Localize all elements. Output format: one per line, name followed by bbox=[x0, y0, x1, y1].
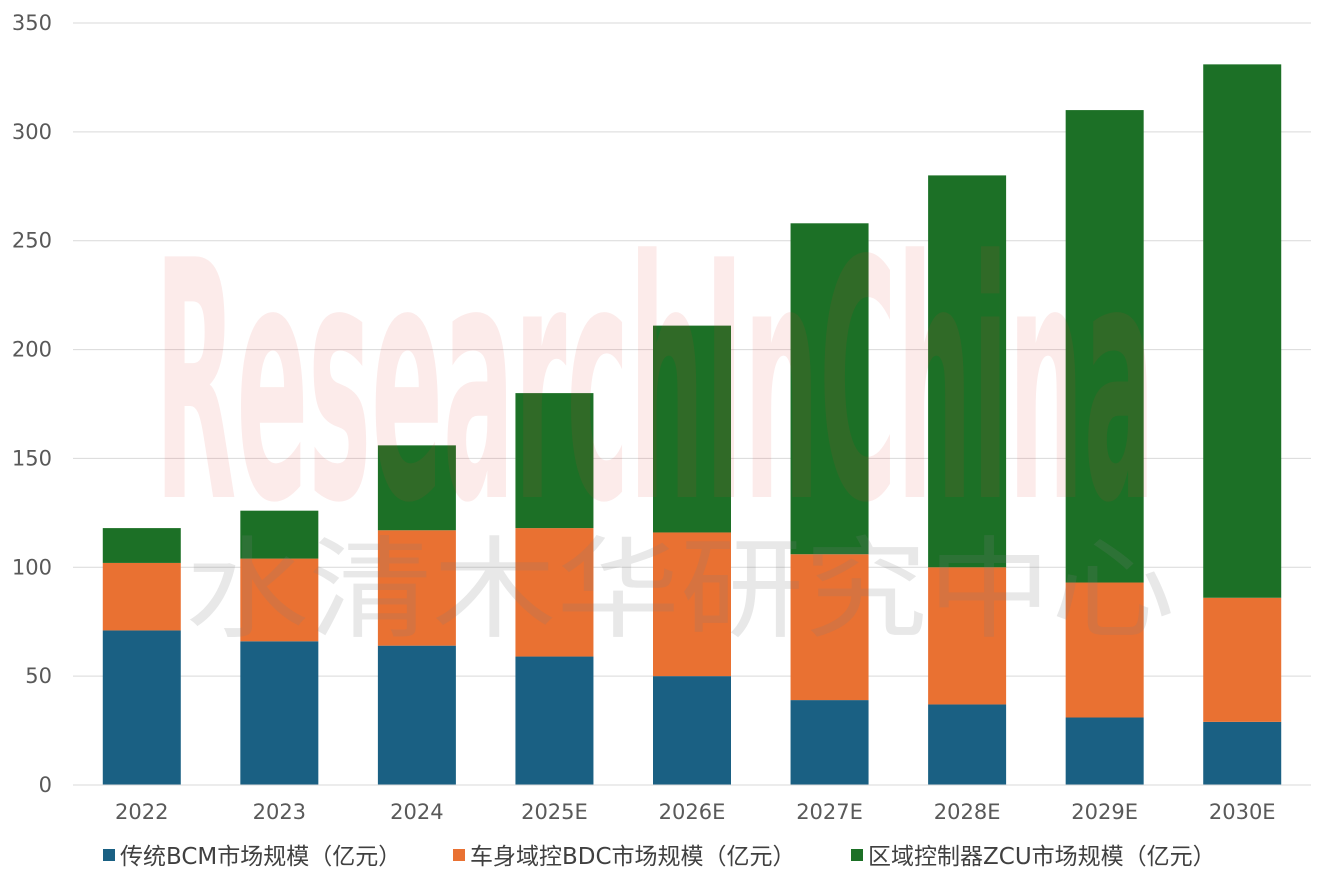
bar-segment-s0-c8 bbox=[1203, 721, 1282, 785]
bar-segment-s2-c1 bbox=[240, 510, 319, 559]
bar-segment-s1-c3 bbox=[515, 528, 594, 657]
bar-segment-s2-c3 bbox=[515, 393, 594, 529]
bar-segment-s1-c5 bbox=[790, 554, 869, 701]
watermark: ResearchInChina 水清木华研究中心 bbox=[155, 191, 1175, 654]
bar-segment-s1-c6 bbox=[928, 567, 1007, 705]
bars bbox=[102, 64, 1282, 785]
y-tick-label: 350 bbox=[12, 11, 52, 35]
x-tick-label: 2026E bbox=[659, 800, 726, 824]
watermark-latin: ResearchInChina bbox=[155, 191, 1155, 575]
x-tick-label: 2028E bbox=[934, 800, 1001, 824]
legend-label: 车身域控BDC市场规模（亿元） bbox=[470, 844, 796, 870]
bar-segment-s0-c7 bbox=[1065, 717, 1144, 785]
x-tick-label: 2030E bbox=[1209, 800, 1276, 824]
y-axis-tick-labels: 0 50 100 150 200 250 300 350 bbox=[12, 11, 52, 797]
x-tick-label: 2025E bbox=[521, 800, 588, 824]
bar-segment-s1-c1 bbox=[240, 558, 319, 642]
bar-segment-s2-c7 bbox=[1065, 110, 1144, 583]
y-tick-label: 50 bbox=[25, 664, 52, 688]
bar-segment-s1-c7 bbox=[1065, 582, 1144, 718]
bar-segment-s2-c5 bbox=[790, 223, 869, 555]
bar-segment-s0-c4 bbox=[653, 676, 731, 785]
legend-swatch bbox=[453, 849, 465, 861]
legend: 传统BCM市场规模（亿元） 车身域控BDC市场规模（亿元） 区域控制器ZCU市场规模… bbox=[103, 844, 1216, 870]
bar-segment-s1-c0 bbox=[102, 562, 181, 631]
bar-segment-s2-c8 bbox=[1203, 64, 1282, 598]
y-tick-label: 250 bbox=[12, 229, 52, 253]
y-tick-label: 200 bbox=[12, 338, 52, 362]
bar-segment-s0-c5 bbox=[790, 700, 869, 785]
bar-segment-s2-c4 bbox=[653, 325, 731, 533]
y-tick-label: 300 bbox=[12, 120, 52, 144]
bar-segment-s2-c2 bbox=[377, 445, 456, 531]
legend-swatch bbox=[851, 849, 863, 861]
x-tick-label: 2024 bbox=[390, 800, 443, 824]
legend-label: 区域控制器ZCU市场规模（亿元） bbox=[868, 844, 1216, 870]
bar-segment-s0-c6 bbox=[928, 704, 1007, 785]
x-tick-label: 2023 bbox=[253, 800, 306, 824]
x-tick-label: 2027E bbox=[796, 800, 863, 824]
y-tick-label: 150 bbox=[12, 446, 52, 470]
bar-segment-s1-c4 bbox=[653, 532, 731, 677]
legend-label: 传统BCM市场规模（亿元） bbox=[120, 844, 401, 870]
y-tick-label: 0 bbox=[39, 773, 52, 797]
bar-segment-s0-c2 bbox=[377, 645, 456, 785]
x-tick-label: 2029E bbox=[1071, 800, 1138, 824]
bar-segment-s1-c8 bbox=[1203, 597, 1282, 722]
x-tick-label: 2022 bbox=[115, 800, 168, 824]
watermark-chinese: 水清木华研究中心 bbox=[185, 526, 1175, 654]
x-axis-tick-labels: 2022 2023 2024 2025E 2026E 2027E 2028E 2029E 203… bbox=[115, 800, 1276, 824]
legend-swatch bbox=[103, 849, 115, 861]
bar-segment-s0-c1 bbox=[240, 641, 319, 785]
bar-segment-s1-c2 bbox=[377, 530, 456, 646]
bar-segment-s2-c0 bbox=[102, 528, 181, 563]
bar-segment-s0-c3 bbox=[515, 656, 594, 785]
y-tick-label: 100 bbox=[12, 555, 52, 579]
bar-segment-s0-c0 bbox=[102, 630, 181, 785]
bar-segment-s2-c6 bbox=[928, 175, 1007, 568]
